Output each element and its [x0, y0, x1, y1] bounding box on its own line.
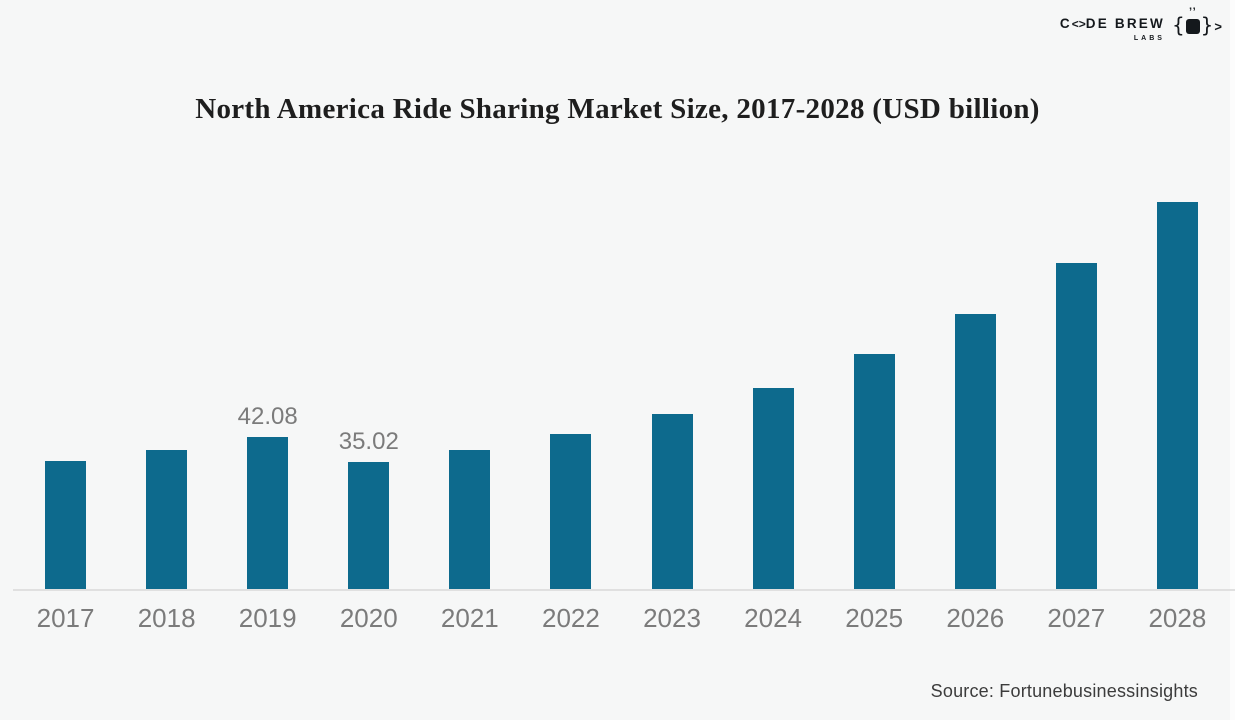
x-label-2023: 2023	[643, 603, 701, 633]
bar-column-2020: 35.02	[318, 202, 419, 589]
bar-column-2019: 42.08	[217, 202, 318, 589]
bar-column-2026	[925, 202, 1026, 589]
x-label-2020: 2020	[339, 603, 398, 633]
x-axis-labels: 2017 2018 2019 2020 2021 2022 2023 2024 2025 2026…	[15, 604, 1228, 633]
code-brew-labs-logo: C<>DE BREW LABS ’’ { } >	[1060, 7, 1222, 43]
chart-title: North America Ride Sharing Market Size, …	[195, 93, 1040, 125]
logo-diamond-glyph: <>	[1071, 17, 1086, 31]
x-label-2019: 2019	[238, 603, 297, 633]
chevron-right-icon: >	[1214, 19, 1222, 34]
bar-2024	[752, 388, 794, 589]
logo-text: C<>DE BREW LABS	[1060, 11, 1165, 42]
bar-2025	[853, 354, 895, 589]
phone-in-braces-icon: ’’ { } >	[1171, 7, 1222, 39]
bar-column-2018	[116, 202, 217, 589]
bar-chart: 42.08 35.02	[13, 202, 1235, 591]
bar-2023	[651, 413, 693, 589]
bar-column-2027	[1026, 202, 1127, 589]
x-label-2026: 2026	[946, 603, 1005, 633]
x-label-2021: 2021	[440, 603, 499, 633]
value-label-2020: 35.02	[338, 428, 399, 456]
bar-2026	[954, 313, 996, 589]
bars-area: 42.08 35.02	[15, 202, 1228, 589]
bar-column-2028	[1127, 202, 1228, 589]
right-brace-glyph: }	[1200, 13, 1214, 37]
x-label-2017: 2017	[36, 603, 95, 633]
source-note: Source: Fortunebusinessinsights	[930, 681, 1198, 701]
bar-column-2025	[824, 202, 925, 589]
bar-2027	[1055, 263, 1097, 589]
bar-column-2023	[621, 202, 722, 589]
x-label-2028: 2028	[1148, 603, 1207, 633]
bar-2020	[348, 462, 390, 589]
bar-column-2021	[419, 202, 520, 589]
bar-2022	[550, 433, 592, 589]
phone-icon	[1185, 19, 1200, 34]
bar-2017	[45, 460, 87, 589]
bar-2028	[1156, 202, 1198, 589]
x-label-2024: 2024	[744, 603, 802, 633]
value-label-2019: 42.08	[237, 402, 298, 430]
x-label-2025: 2025	[845, 603, 904, 633]
logo-labs-text: LABS	[1133, 35, 1165, 42]
x-label-2018: 2018	[137, 603, 196, 633]
right-edge-strip	[1230, 0, 1235, 720]
x-label-2027: 2027	[1047, 603, 1106, 633]
x-axis-line	[13, 589, 1235, 591]
left-brace-glyph: {	[1171, 13, 1185, 37]
logo-quotes-glyph: ’’	[1188, 6, 1197, 18]
bar-2019	[247, 436, 289, 589]
bar-column-2017	[15, 202, 116, 589]
bar-2018	[146, 449, 188, 589]
logo-brand-text: C<>DE BREW	[1059, 16, 1165, 31]
bar-column-2022	[520, 202, 621, 589]
bar-2021	[449, 449, 491, 589]
bar-column-2024	[723, 202, 824, 589]
x-label-2022: 2022	[542, 603, 600, 633]
